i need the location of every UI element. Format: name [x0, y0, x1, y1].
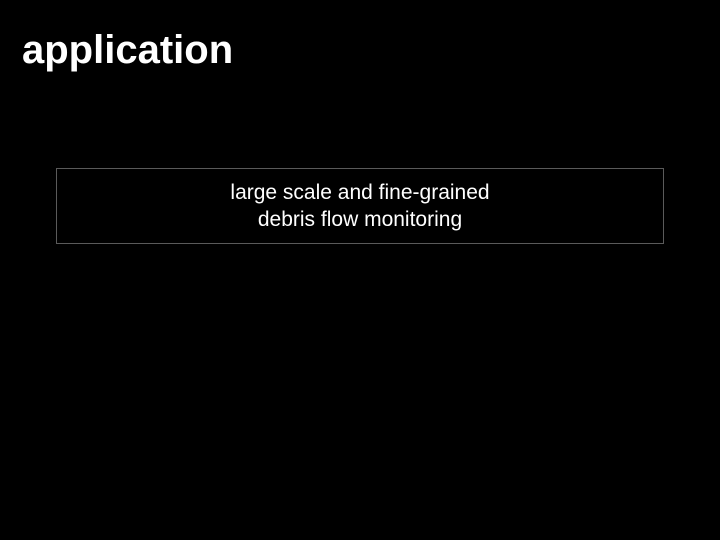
content-line-1: large scale and fine-grained — [230, 179, 489, 206]
content-box: large scale and fine-grained debris flow… — [56, 168, 664, 244]
content-line-2: debris flow monitoring — [258, 206, 462, 233]
slide-title: application — [22, 28, 233, 73]
